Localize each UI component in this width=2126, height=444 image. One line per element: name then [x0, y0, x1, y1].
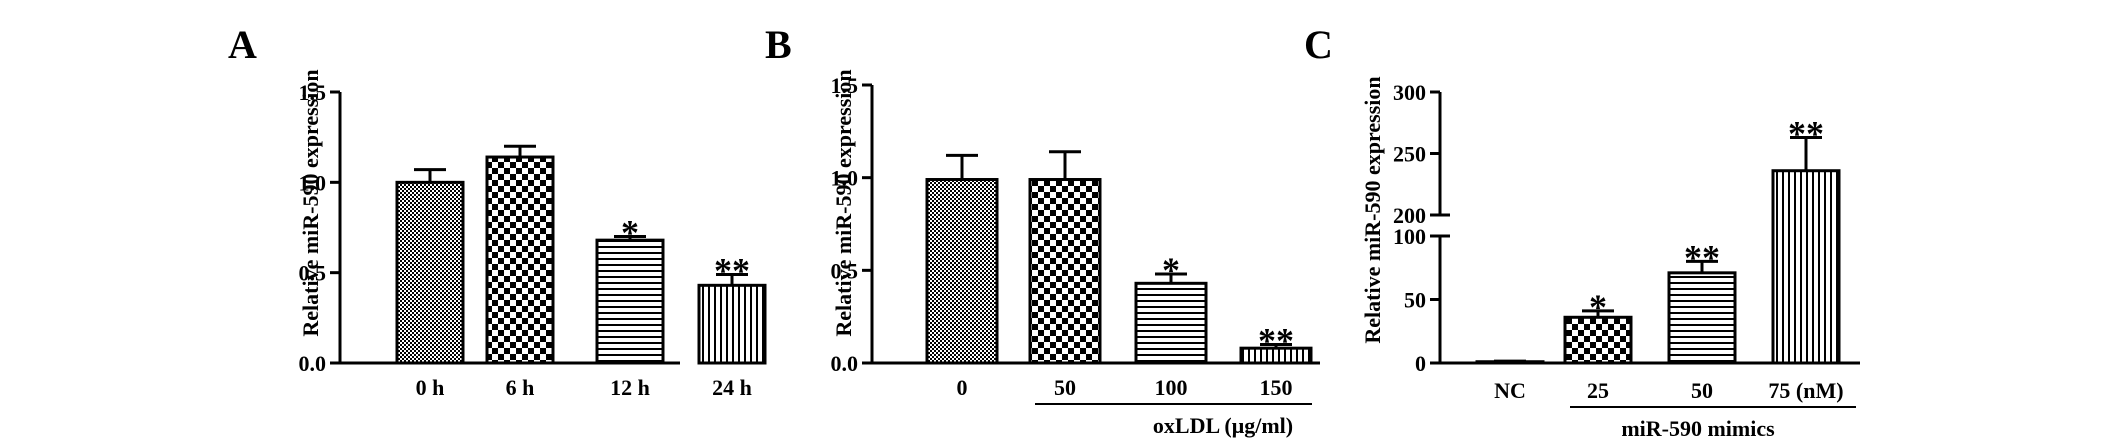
x-tick-label: NC — [1494, 378, 1526, 403]
y-axis-title: Relative miR-590 expression — [1360, 76, 1385, 343]
y-tick-label: 0.0 — [831, 351, 859, 376]
panel-a: A Relative miR-590 expression 0.0 0.5 1.0 1… — [228, 22, 767, 400]
x-tick-label: 6 h — [506, 375, 535, 400]
x-group-label: oxLDL (μg/ml) — [1153, 413, 1293, 438]
significance-marker: ** — [714, 250, 750, 290]
y-tick-label: 0 — [1415, 351, 1426, 376]
x-tick-label: 24 h — [712, 375, 752, 400]
bar — [1771, 169, 1841, 365]
significance-marker: ** — [1788, 114, 1824, 154]
x-tick-label: 25 — [1587, 378, 1609, 403]
bar — [485, 155, 555, 365]
significance-marker: * — [1589, 287, 1607, 327]
x-tick-label: 50 — [1691, 378, 1713, 403]
y-tick-label: 1.0 — [299, 170, 327, 195]
y-axis-title: Relative miR-590 expression — [831, 69, 856, 336]
bar — [1134, 281, 1208, 365]
bar — [1667, 271, 1737, 365]
significance-marker: ** — [1258, 320, 1294, 360]
bar — [697, 283, 767, 365]
panel-b: B Relative miR-590 expression 0.0 0.5 1.0 1… — [765, 22, 1320, 438]
y-tick-label: 300 — [1393, 80, 1426, 105]
x-tick-label: 50 — [1054, 375, 1076, 400]
significance-marker: * — [621, 213, 639, 253]
y-tick-label: 1.5 — [831, 73, 859, 98]
plot-area: 0.0 0.5 1.0 1.5 0 h 6 h * 12 h ** 24 h — [299, 80, 767, 400]
panel-label: A — [228, 22, 257, 67]
x-tick-label: 0 — [957, 375, 968, 400]
y-tick-label: 100 — [1393, 224, 1426, 249]
panel-label: C — [1304, 22, 1333, 67]
x-group-label: miR-590 mimics — [1621, 416, 1775, 441]
x-tick-label: 75 (nM) — [1768, 378, 1843, 403]
bar — [395, 180, 465, 365]
y-tick-label: 200 — [1393, 203, 1426, 228]
y-tick-label: 250 — [1393, 142, 1426, 167]
significance-marker: * — [1162, 250, 1180, 290]
x-tick-label: 0 h — [416, 375, 445, 400]
y-tick-label: 0.0 — [299, 351, 327, 376]
bar — [595, 238, 665, 365]
x-tick-label: 150 — [1260, 375, 1293, 400]
y-tick-label: 0.5 — [831, 258, 859, 283]
y-tick-label: 1.5 — [299, 80, 327, 105]
y-tick-label: 1.0 — [831, 166, 859, 191]
panel-label: B — [765, 22, 792, 67]
plot-area: 0.0 0.5 1.0 1.5 0 50 * 100 ** 150 — [831, 73, 1320, 405]
x-tick-label: 12 h — [610, 375, 650, 400]
y-tick-label: 50 — [1404, 288, 1426, 313]
x-tick-label: 100 — [1155, 375, 1188, 400]
significance-marker: ** — [1684, 237, 1720, 277]
bar — [1028, 178, 1102, 365]
y-axis-title: Relative miR-590 expression — [298, 69, 323, 336]
bar — [925, 178, 999, 365]
y-tick-label: 0.5 — [299, 261, 327, 286]
